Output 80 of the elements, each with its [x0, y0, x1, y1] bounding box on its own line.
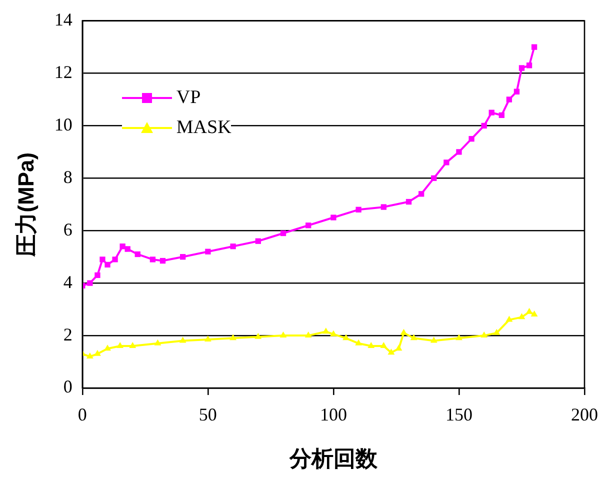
point [531, 44, 538, 50]
point [342, 334, 350, 340]
point [388, 348, 395, 355]
point [280, 332, 287, 338]
legend-label: VP [176, 86, 201, 109]
point [456, 149, 462, 155]
x-tick-label: 150 [445, 404, 472, 425]
point [204, 335, 212, 342]
point [418, 191, 424, 197]
x-tick-label: 100 [320, 404, 347, 425]
point [526, 62, 532, 68]
point [150, 256, 156, 262]
point [493, 328, 500, 335]
point [368, 342, 375, 348]
point [380, 204, 386, 210]
point [104, 344, 111, 351]
point [205, 248, 211, 254]
point [116, 342, 124, 348]
x-tick-label: 50 [198, 404, 217, 425]
y-tick-label: 2 [63, 324, 72, 344]
y-tick-label: 4 [63, 272, 72, 292]
point [304, 332, 312, 338]
point [160, 258, 166, 264]
point [322, 328, 330, 334]
point [179, 336, 186, 343]
x-tick-label: 200 [571, 404, 598, 425]
point [380, 342, 388, 348]
x-tick-label: 0 [78, 404, 87, 425]
x-axis-title: 分析回数 [288, 446, 378, 471]
point [488, 110, 494, 116]
point [356, 206, 362, 212]
point [526, 308, 533, 314]
point [498, 112, 504, 118]
point [480, 332, 488, 338]
point [395, 344, 402, 351]
point [94, 350, 101, 356]
point [410, 334, 418, 340]
point [518, 313, 526, 320]
point [330, 330, 337, 336]
point [468, 136, 474, 142]
point [355, 339, 362, 346]
point [430, 336, 438, 343]
point [255, 238, 261, 244]
point [456, 334, 462, 340]
y-axis-title: 圧力(MPa) [13, 152, 38, 258]
y-tick-label: 0 [63, 376, 72, 397]
y-tick-label: 6 [63, 219, 72, 240]
point [506, 96, 512, 102]
point [254, 332, 262, 339]
point [431, 175, 437, 181]
legend-label: MASK [176, 116, 232, 139]
point [514, 88, 520, 94]
point [400, 328, 408, 335]
point [230, 334, 236, 340]
point [100, 256, 106, 262]
point [134, 251, 140, 258]
point [120, 244, 126, 250]
point [154, 339, 162, 346]
point [306, 222, 312, 228]
point [87, 280, 93, 286]
point [280, 230, 286, 236]
point [129, 342, 136, 348]
point [506, 316, 513, 322]
point [518, 65, 525, 71]
point [104, 262, 110, 268]
point [124, 246, 130, 252]
point [444, 160, 450, 166]
y-tick-label: 10 [54, 114, 72, 134]
y-tick-label: 8 [63, 166, 72, 187]
point [481, 122, 487, 129]
point [330, 214, 336, 220]
point [530, 310, 538, 317]
point [180, 254, 186, 260]
y-tick-label: 14 [54, 10, 72, 30]
point [406, 198, 412, 205]
point [94, 272, 100, 278]
point [112, 256, 118, 262]
y-tick-label: 12 [54, 62, 72, 82]
point [86, 352, 94, 359]
point [230, 244, 236, 250]
